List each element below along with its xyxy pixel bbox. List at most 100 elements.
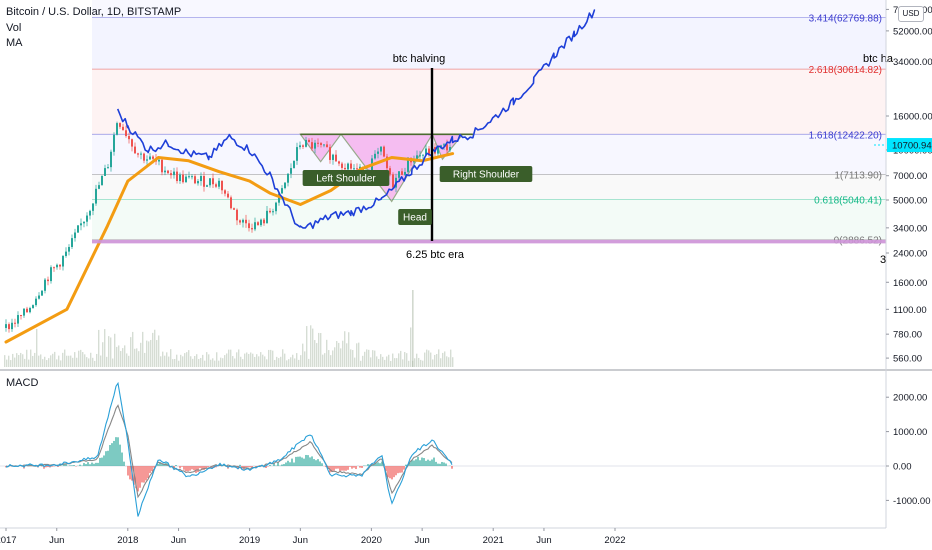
macd-hist-bar: [393, 466, 395, 478]
volume-bar: [328, 350, 330, 367]
volume-bar: [92, 357, 94, 367]
macd-hist-bar: [307, 455, 309, 466]
volume-bar: [170, 349, 172, 367]
candle-body: [272, 211, 274, 213]
indicator-ma[interactable]: MA: [6, 37, 23, 49]
volume-bar: [256, 354, 258, 367]
volume-bar: [384, 359, 386, 367]
volume-bar: [386, 356, 388, 367]
macd-hist-bar: [103, 455, 105, 466]
candle-body: [212, 178, 214, 185]
volume-bar: [314, 340, 316, 367]
volume-bar: [338, 342, 340, 367]
volume-bar: [10, 360, 12, 367]
candle-body: [194, 176, 196, 184]
volume-bar: [234, 358, 236, 367]
volume-bar: [178, 360, 180, 367]
candle-body: [218, 180, 220, 187]
volume-bar: [406, 353, 408, 367]
candle-body: [401, 171, 403, 175]
volume-bar: [388, 354, 390, 367]
volume-bar: [78, 350, 80, 367]
indicator-vol[interactable]: Vol: [6, 22, 22, 34]
volume-bar: [84, 354, 86, 367]
macd-hist-bar: [29, 463, 31, 466]
candle-body: [158, 159, 160, 162]
volume-bar: [442, 352, 444, 367]
volume-bar: [286, 360, 288, 367]
candle-body: [398, 171, 400, 178]
volume-bar: [100, 355, 102, 367]
volume-bar: [366, 349, 368, 367]
candle-body: [311, 142, 313, 149]
volume-bar: [110, 337, 112, 367]
candle-body: [65, 251, 67, 256]
candle-body: [17, 315, 19, 324]
candle-body: [167, 170, 169, 174]
macd-pane: [0, 381, 886, 517]
macd-hist-bar: [343, 466, 345, 471]
candle-body: [47, 279, 49, 282]
volume-bar: [114, 333, 116, 367]
volume-bar: [302, 343, 304, 367]
volume-bar: [380, 354, 382, 367]
time-tick-label: 2017: [0, 535, 17, 546]
volume-bar: [394, 358, 396, 367]
macd-hist-bar: [201, 466, 203, 470]
candle-body: [422, 154, 424, 156]
currency-button[interactable]: USD: [898, 6, 924, 22]
volume-bar: [432, 359, 434, 367]
volume-bar: [350, 349, 352, 367]
volume-bar: [214, 360, 216, 367]
volume-bar: [106, 356, 108, 367]
volume-bar: [252, 353, 254, 367]
candle-body: [20, 315, 22, 317]
macd-hist-bar: [283, 464, 285, 466]
macd-hist-bar: [409, 461, 411, 466]
candle-body: [302, 145, 304, 147]
left-shoulder-label: Left Shoulder: [316, 174, 376, 185]
candle-body: [428, 148, 430, 156]
volume-bar: [64, 349, 66, 367]
candle-body: [164, 170, 166, 173]
volume-bar: [150, 339, 152, 367]
macd-hist-bar: [93, 463, 95, 466]
volume-bar: [56, 359, 58, 367]
volume-bar: [332, 350, 334, 367]
volume-bar: [16, 353, 18, 367]
candle-body: [305, 139, 307, 147]
macd-hist-bar: [349, 466, 351, 467]
volume-bar: [180, 354, 182, 367]
time-tick-label: Jun: [536, 535, 551, 546]
macd-label[interactable]: MACD: [6, 377, 39, 389]
volume-bar: [160, 356, 162, 367]
volume-bar: [54, 351, 56, 367]
chart-annotations: btc halving 6.25 btc era Left Shoulder Head…: [302, 53, 894, 266]
candle-body: [140, 153, 142, 155]
candle-body: [380, 146, 382, 152]
volume-bar: [292, 354, 294, 367]
volume-bar: [262, 354, 264, 367]
time-tick-label: 2021: [483, 535, 504, 546]
volume-bar: [86, 357, 88, 367]
candle-body: [425, 148, 427, 155]
volume-bar: [108, 336, 110, 367]
time-axis[interactable]: 2017 Jun 2018 Jun 2019 Jun 2020 Jun 2021 Jun 2022: [0, 528, 626, 546]
volume-bar: [204, 360, 206, 367]
candle-body: [308, 139, 310, 143]
macd-hist-bar: [363, 465, 365, 466]
macd-hist-bar: [121, 452, 123, 466]
chart-title: Bitcoin / U.S. Dollar, 1D, BITSTAMP: [6, 6, 182, 18]
candle-body: [89, 210, 91, 216]
price-tick-label: 5000.00: [893, 195, 927, 206]
volume-bar: [270, 349, 272, 367]
macd-hist-bar: [181, 466, 183, 467]
macd-hist-bar: [47, 466, 49, 468]
candle-body: [56, 264, 58, 268]
macd-hist-bar: [111, 443, 113, 466]
macd-hist-bar: [319, 461, 321, 466]
candle-body: [353, 168, 355, 170]
candle-body: [50, 267, 52, 282]
volume-bar: [154, 329, 156, 367]
volume-bar: [174, 358, 176, 367]
